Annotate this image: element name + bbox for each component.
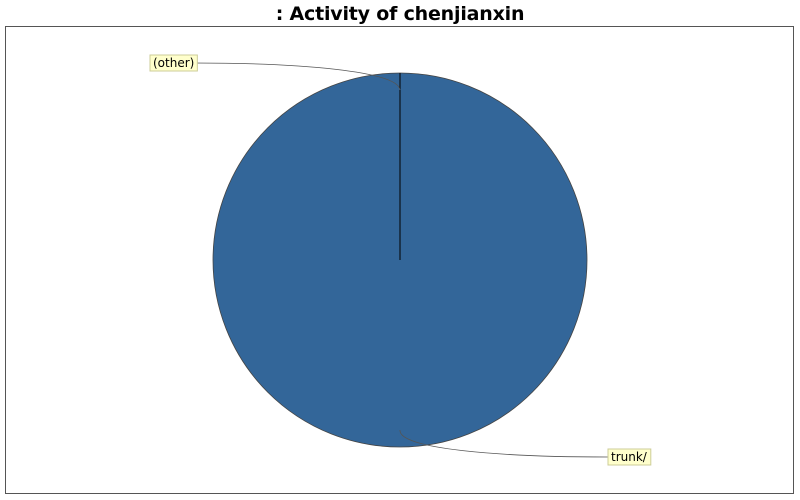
chart-title: : Activity of chenjianxin	[275, 3, 525, 25]
slice-label-box-trunk	[607, 448, 652, 466]
slice-label-box-other	[149, 54, 198, 72]
leader-line-other	[193, 62, 401, 91]
pie-labels: (other) trunk/	[149, 54, 652, 466]
slice-label-trunk: trunk/	[611, 450, 648, 464]
slice-label-other: (other)	[153, 56, 194, 70]
pie-slices	[212, 72, 588, 448]
leader-line-trunk	[399, 429, 609, 458]
